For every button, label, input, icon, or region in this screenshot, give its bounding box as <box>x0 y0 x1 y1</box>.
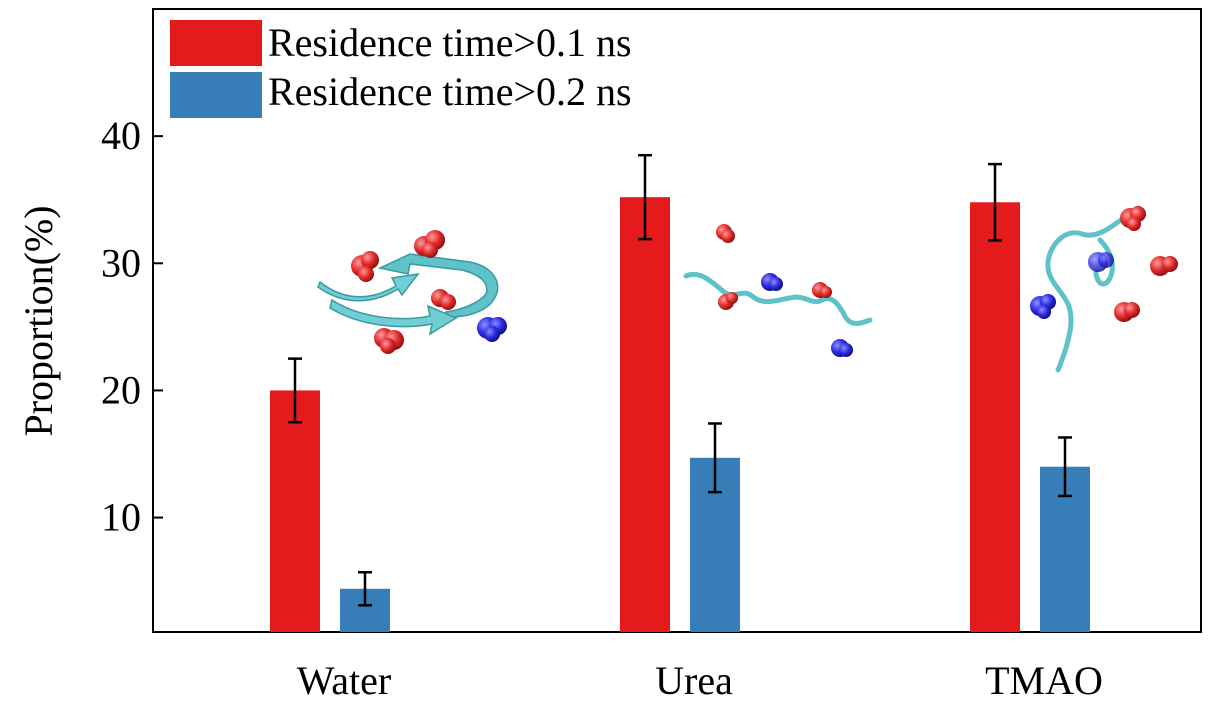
legend-swatch-series-2 <box>170 72 262 118</box>
inset-tmao-molecule-illustration <box>1030 205 1178 373</box>
error-bar <box>1058 436 1072 498</box>
x-tick-label-tmao: TMAO <box>985 658 1103 703</box>
error-bar <box>988 162 1002 242</box>
y-axis-label: Proportion(%) <box>16 205 61 436</box>
y-axis-ticks: 10 20 30 40 <box>101 113 163 540</box>
error-bar <box>358 570 372 607</box>
x-tick-label-urea: Urea <box>655 658 733 703</box>
legend-label-series-1: Residence time>0.1 ns <box>268 20 632 65</box>
inset-urea-molecule-illustration <box>683 224 873 357</box>
plot-area <box>152 8 1202 633</box>
legend-swatch-series-1 <box>170 20 262 66</box>
y-tick-label: 20 <box>101 367 141 412</box>
x-axis-tick-labels: Water Urea TMAO <box>297 658 1103 703</box>
bar-water-series-1 <box>270 390 320 632</box>
y-tick-label: 40 <box>101 113 141 158</box>
error-bar <box>638 153 652 241</box>
y-tick-label: 30 <box>101 240 141 285</box>
bars <box>270 153 1090 632</box>
error-bar <box>288 357 302 424</box>
legend: Residence time>0.1 ns Residence time>0.2… <box>170 20 632 118</box>
x-tick-label-water: Water <box>297 658 392 703</box>
error-bar <box>708 422 722 494</box>
inset-water-molecule-illustration <box>317 230 507 354</box>
bar-urea-series-1 <box>620 197 670 632</box>
y-tick-label: 10 <box>101 495 141 540</box>
bar-tmao-series-1 <box>970 202 1020 632</box>
legend-label-series-2: Residence time>0.2 ns <box>268 69 632 114</box>
